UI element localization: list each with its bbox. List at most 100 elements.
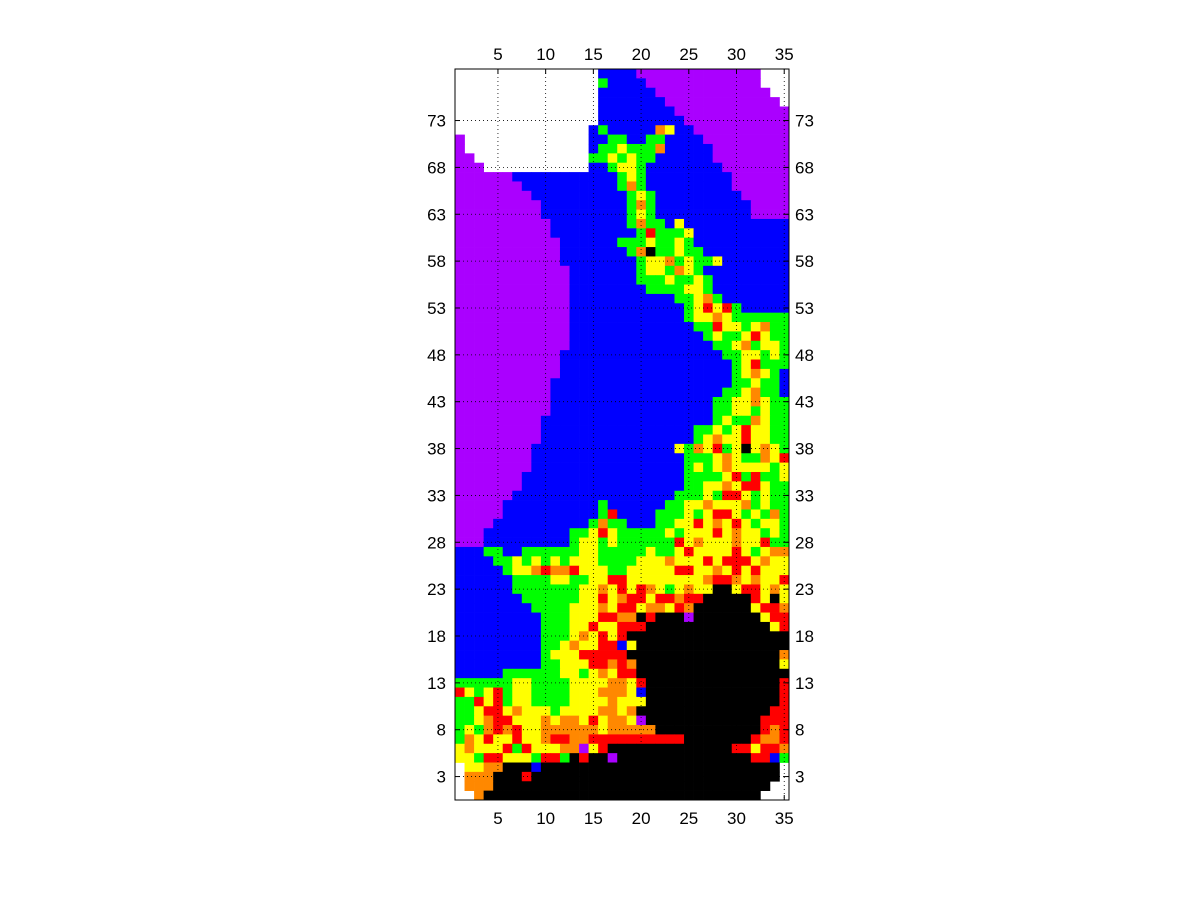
heatmap-cell: [722, 331, 732, 341]
heatmap-cell: [779, 406, 789, 416]
heatmap-cell: [589, 678, 599, 688]
heatmap-cell: [455, 547, 465, 557]
heatmap-cell: [570, 678, 580, 688]
heatmap-cell: [760, 481, 770, 491]
heatmap-cell: [608, 463, 618, 473]
heatmap-cell: [694, 641, 704, 651]
heatmap-cell: [503, 360, 513, 370]
heatmap-cell: [655, 341, 665, 351]
heatmap-cell: [465, 491, 475, 501]
heatmap-cell: [484, 716, 494, 726]
heatmap-cell: [760, 97, 770, 107]
heatmap-cell: [770, 181, 780, 191]
heatmap-cell: [722, 200, 732, 210]
y-tick-label-right: 8: [795, 721, 804, 740]
heatmap-cell: [665, 266, 675, 276]
heatmap-cell: [694, 547, 704, 557]
heatmap-cell: [760, 678, 770, 688]
heatmap-cell: [722, 416, 732, 426]
heatmap-cell: [512, 463, 522, 473]
heatmap-cell: [493, 247, 503, 257]
heatmap-cell: [694, 519, 704, 529]
heatmap-cell: [465, 181, 475, 191]
heatmap-cell: [608, 435, 618, 445]
heatmap-cell: [579, 369, 589, 379]
heatmap-cell: [655, 763, 665, 773]
heatmap-cell: [550, 547, 560, 557]
heatmap-cell: [703, 360, 713, 370]
heatmap-cell: [770, 472, 780, 482]
heatmap-cell: [570, 763, 580, 773]
heatmap-cell: [541, 603, 551, 613]
heatmap-cell: [713, 397, 723, 407]
heatmap-cell: [598, 341, 608, 351]
heatmap-cell: [617, 406, 627, 416]
heatmap-cell: [665, 669, 675, 679]
heatmap-cell: [751, 406, 761, 416]
heatmap-cell: [770, 125, 780, 135]
heatmap-cell: [455, 688, 465, 698]
heatmap-cell: [465, 228, 475, 238]
heatmap-cell: [770, 519, 780, 529]
heatmap-cell: [674, 106, 684, 116]
heatmap-cell: [570, 200, 580, 210]
heatmap-cell: [484, 641, 494, 651]
heatmap-cell: [608, 706, 618, 716]
heatmap-cell: [465, 716, 475, 726]
heatmap-cell: [608, 772, 618, 782]
heatmap-cell: [646, 688, 656, 698]
heatmap-cell: [589, 519, 599, 529]
heatmap-cell: [503, 238, 513, 248]
heatmap-cell: [722, 322, 732, 332]
heatmap-cell: [770, 416, 780, 426]
heatmap-cell: [617, 322, 627, 332]
heatmap-cell: [608, 116, 618, 126]
heatmap-cell: [694, 285, 704, 295]
heatmap-cell: [531, 322, 541, 332]
heatmap-cell: [751, 425, 761, 435]
y-tick-label-left: 68: [427, 158, 446, 177]
heatmap-cell: [560, 181, 570, 191]
heatmap-cell: [703, 331, 713, 341]
heatmap-cell: [655, 388, 665, 398]
heatmap-cell: [455, 369, 465, 379]
heatmap-cell: [665, 285, 675, 295]
heatmap-cell: [627, 69, 637, 79]
heatmap-cell: [512, 753, 522, 763]
heatmap-cell: [560, 444, 570, 454]
heatmap-cell: [560, 172, 570, 182]
heatmap-cell: [665, 256, 675, 266]
heatmap-cell: [560, 275, 570, 285]
heatmap-cell: [484, 425, 494, 435]
heatmap-cell: [608, 744, 618, 754]
heatmap-cell: [550, 472, 560, 482]
heatmap-cell: [665, 172, 675, 182]
heatmap-cell: [703, 688, 713, 698]
heatmap-cell: [570, 350, 580, 360]
heatmap-cell: [694, 341, 704, 351]
heatmap-cell: [760, 163, 770, 173]
heatmap-cell: [627, 238, 637, 248]
heatmap-cell: [455, 603, 465, 613]
heatmap-cell: [694, 331, 704, 341]
heatmap-cell: [665, 388, 675, 398]
heatmap-cell: [722, 285, 732, 295]
heatmap-cell: [722, 603, 732, 613]
heatmap-cell: [522, 341, 532, 351]
heatmap-cell: [655, 406, 665, 416]
heatmap-cell: [694, 781, 704, 791]
heatmap-cell: [741, 144, 751, 154]
heatmap-cell: [474, 650, 484, 660]
heatmap-cell: [512, 547, 522, 557]
heatmap-cell: [760, 641, 770, 651]
heatmap-cell: [627, 425, 637, 435]
heatmap-cell: [560, 659, 570, 669]
heatmap-cell: [570, 247, 580, 257]
heatmap-cell: [627, 181, 637, 191]
heatmap-cell: [665, 303, 675, 313]
heatmap-cell: [713, 481, 723, 491]
heatmap-cell: [608, 106, 618, 116]
heatmap-cell: [570, 481, 580, 491]
heatmap-cell: [512, 453, 522, 463]
y-tick-label-left: 53: [427, 299, 446, 318]
